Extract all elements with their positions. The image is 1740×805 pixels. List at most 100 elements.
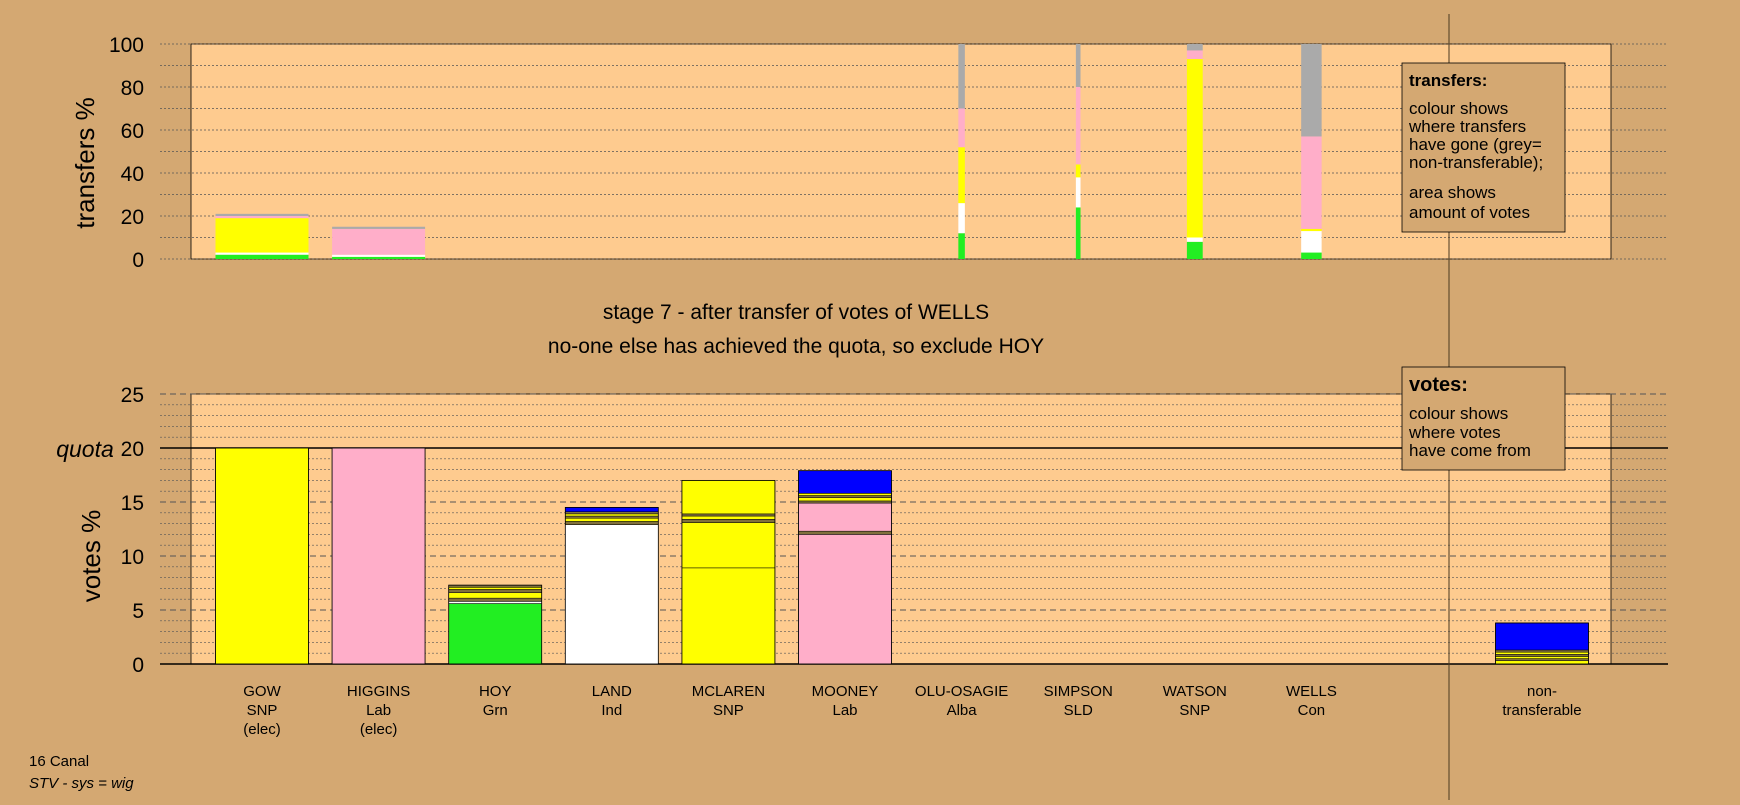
votes-tick-label: 5: [132, 600, 144, 623]
candidate-label: GOW: [243, 683, 281, 700]
vote-bar-outline: [331, 447, 426, 665]
transfer-segment: [1301, 44, 1322, 137]
candidate-label: SIMPSON: [1044, 683, 1113, 700]
candidate-label: Lab: [832, 702, 857, 719]
votes-legend: votes: colour shows where votes have com…: [1401, 366, 1566, 471]
candidate-label: Grn: [483, 702, 508, 719]
candidate-label: Alba: [947, 702, 978, 719]
vote-segment: [798, 497, 892, 502]
transfer-segment: [215, 213, 309, 216]
vote-segment: [681, 522, 776, 569]
candidate-label: OLU-OSAGIE: [915, 683, 1008, 700]
vote-segment: [1495, 660, 1589, 665]
transfer-segment: [1301, 231, 1322, 253]
vote-segment: [331, 447, 426, 665]
vote-segment: [448, 603, 542, 665]
transfers-tick-label: 20: [121, 206, 144, 229]
candidate-label: (elec): [243, 721, 281, 738]
candidate-label: LAND: [592, 683, 632, 700]
vote-segment: [565, 513, 659, 517]
transfers-tick-label: 100: [109, 34, 144, 57]
candidate-label: MOONEY: [812, 683, 879, 700]
footer-ward: 16 Canal: [29, 753, 89, 770]
transfer-segment: [1075, 87, 1081, 165]
transfer-segment: [958, 147, 965, 204]
vote-segment: [448, 587, 542, 590]
candidate-labels: GOW SNP (elec) HIGGINS Lab (elec) HOY Grn LAND In…: [243, 683, 1337, 738]
vote-segment: [798, 500, 892, 504]
vote-segment: [565, 507, 659, 512]
votes-ylabel: votes %: [76, 510, 106, 603]
vote-segment: [1495, 649, 1589, 653]
candidate-label: SLD: [1064, 702, 1093, 719]
transfer-segment: [1301, 228, 1322, 232]
transfer-segment: [1075, 44, 1081, 87]
transfer-segment: [215, 254, 309, 259]
vote-segment: [681, 480, 776, 515]
transfer-segment: [1075, 207, 1081, 259]
vote-segment: [1495, 656, 1589, 659]
vote-segment: [1495, 658, 1589, 662]
candidate-label: MCLAREN: [692, 683, 765, 700]
votes-legend-line: have come from: [1409, 441, 1531, 460]
votes-legend-line: colour shows: [1409, 404, 1508, 423]
transfers-legend: transfers: colour shows where transfers …: [1401, 62, 1566, 233]
candidate-label: HIGGINS: [347, 683, 410, 700]
transfers-ylabel: transfers %: [70, 97, 100, 229]
transfer-segment: [1301, 252, 1322, 259]
vote-segment: [798, 495, 892, 498]
transfers-tick-label: 80: [121, 77, 144, 100]
vote-segment: [448, 589, 542, 593]
vote-segment: [565, 521, 659, 525]
vote-segment: [565, 517, 659, 522]
transfers-legend-line: where transfers: [1408, 117, 1526, 136]
vote-segment: [565, 511, 659, 515]
votes-legend-title: votes:: [1409, 374, 1468, 396]
candidate-label: WATSON: [1163, 683, 1227, 700]
transfer-segment: [1186, 50, 1203, 60]
vote-segment: [681, 519, 776, 523]
candidate-label: SNP: [247, 702, 278, 719]
vote-segment: [215, 447, 309, 665]
candidate-label: HOY: [479, 683, 512, 700]
candidate-label: Con: [1298, 702, 1326, 719]
candidate-label: Ind: [601, 702, 622, 719]
vote-segment: [798, 502, 892, 532]
transfers-tick-label: 40: [121, 163, 144, 186]
stage-subtitle: no-one else has achieved the quota, so e…: [548, 335, 1044, 358]
transfer-segment: [1186, 59, 1203, 238]
nontransferable-label: non-: [1527, 683, 1557, 700]
candidate-label: SNP: [713, 702, 744, 719]
transfer-segment: [958, 44, 965, 109]
vote-segment: [448, 597, 542, 602]
candidate-label: SNP: [1179, 702, 1210, 719]
transfers-legend-line: area shows: [1409, 183, 1496, 202]
vote-segment: [565, 515, 659, 519]
vote-segment: [1495, 622, 1589, 651]
transfers-legend-line: colour shows: [1409, 99, 1508, 118]
vote-segment: [798, 470, 892, 494]
votes-panel: [190, 393, 1612, 665]
vote-segment: [681, 515, 776, 520]
transfer-segment: [332, 228, 426, 255]
transfers-legend-line: non-transferable);: [1409, 153, 1543, 172]
transfer-segment: [215, 252, 309, 255]
vote-bar-outline: [681, 479, 776, 665]
stage-title: stage 7 - after transfer of votes of WEL…: [603, 301, 989, 324]
votes-tick-label: 20: [121, 438, 144, 461]
transfer-segment: [958, 108, 965, 148]
votes-tick-label: 25: [121, 384, 144, 407]
vote-segment: [798, 530, 892, 535]
transfers-tick-label: 0: [132, 249, 144, 272]
vote-segment: [681, 567, 776, 665]
transfer-segment: [1075, 177, 1081, 208]
transfer-segment: [332, 226, 426, 229]
vote-segment: [565, 524, 659, 665]
vote-segment: [798, 534, 892, 665]
candidate-label: Lab: [366, 702, 391, 719]
votes-tick-label: 0: [132, 654, 144, 677]
votes-legend-line: where votes: [1408, 423, 1501, 442]
vote-bar-outline: [448, 584, 543, 665]
vote-segment: [448, 601, 542, 604]
